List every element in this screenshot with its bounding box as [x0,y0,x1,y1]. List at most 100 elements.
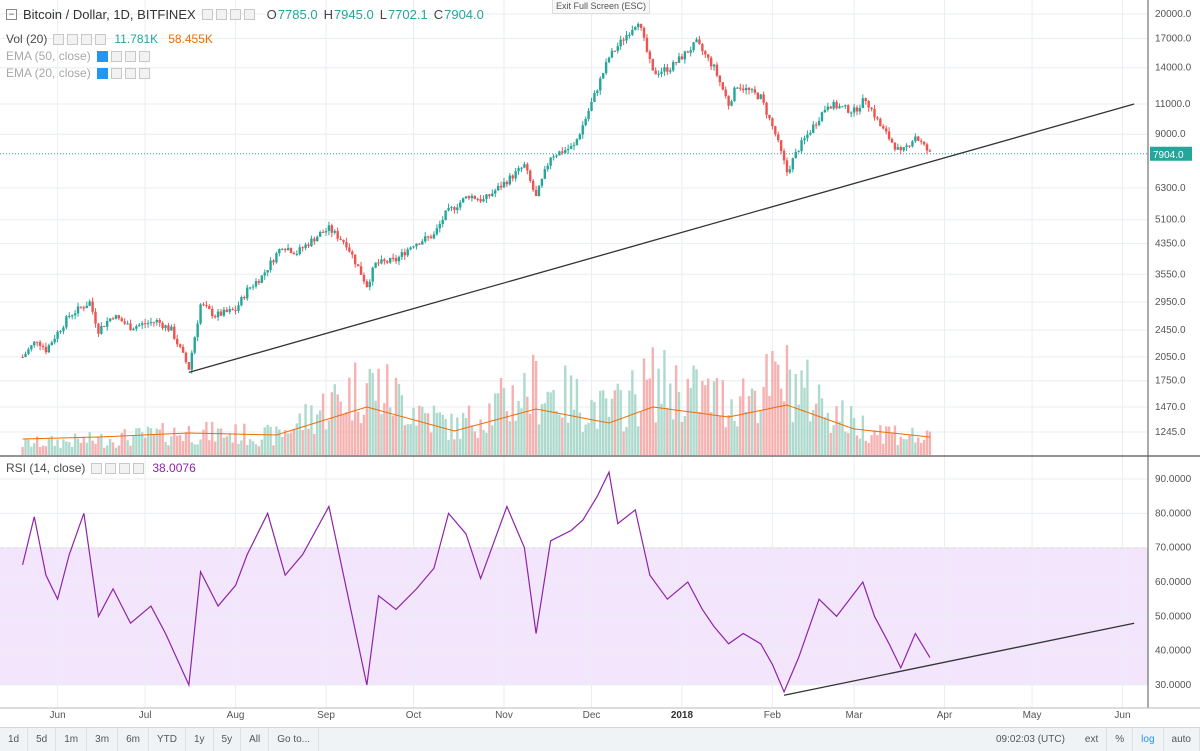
volume-bar [266,424,269,455]
percent-toggle[interactable]: % [1107,728,1134,751]
settings-icon[interactable] [67,33,79,45]
volume-bar [88,432,91,455]
volume-bar [546,391,549,455]
volume-bar [313,433,316,455]
volume-bar [371,372,374,455]
range-6m[interactable]: 6m [118,728,149,751]
candle-body [584,118,587,126]
eye-icon[interactable] [96,67,108,79]
candle-body [902,147,905,151]
range-1y[interactable]: 1y [186,728,214,751]
volume-bar [132,434,135,455]
candle-body [368,281,371,288]
volume-bar [887,426,891,455]
settings-icon[interactable] [110,67,122,79]
candle-body [566,148,570,151]
volume-bar [838,421,841,455]
candle-body [704,51,707,55]
volume-bar [158,429,161,455]
candle-body [852,107,856,113]
settings-icon[interactable] [105,462,117,474]
goto-button[interactable]: Go to... [269,728,320,751]
collapse-icon[interactable]: − [6,8,17,20]
volume-bar [514,420,517,455]
candle-body [715,64,719,76]
more-icon[interactable] [124,67,136,79]
close-icon[interactable] [138,50,150,62]
chart-canvas[interactable]: Jun Jul Aug Sep Oct Nov Dec 2018 Feb Mar Apr May Jun… [0,0,1200,728]
candle-body [82,307,86,309]
range-3m[interactable]: 3m [87,728,119,751]
volume-bar [292,428,296,455]
auto-toggle[interactable]: auto [1164,728,1200,751]
volume-bar [479,419,482,455]
eye-icon[interactable] [91,462,103,474]
more-icon[interactable] [229,8,241,20]
x-tick-label: Jul [139,710,152,721]
candle-body [304,244,307,249]
close-icon[interactable] [243,8,255,20]
candle-body [85,305,88,309]
rsi-tick-label: 40.0000 [1155,646,1192,657]
ema20-label: EMA (20, close) [6,66,91,80]
y-tick-label: 20000.0 [1155,9,1192,20]
settings-icon[interactable] [215,8,227,20]
volume-controls[interactable] [53,33,107,45]
volume-bar [62,439,65,455]
volume-bar [24,438,27,455]
close-icon[interactable] [133,462,145,474]
volume-bar [173,427,176,455]
candle-body [607,57,611,63]
ema20-controls[interactable] [96,67,150,79]
candle-body [747,87,751,90]
eye-icon[interactable] [53,33,65,45]
candle-body [213,316,217,318]
candle-body [599,78,602,91]
more-icon[interactable] [119,462,131,474]
volume-bar [619,390,622,455]
candle-body [628,34,631,36]
exit-fullscreen-button[interactable]: Exit Full Screen (ESC) [552,0,650,14]
volume-bar [146,426,150,455]
volume-bar [806,359,809,455]
candle-body [660,71,663,74]
candle-body [613,50,617,52]
ext-toggle[interactable]: ext [1077,728,1108,751]
volume-bar [847,433,850,455]
volume-bar [316,414,319,455]
volume-bar [660,403,663,455]
ema50-controls[interactable] [96,50,150,62]
volume-bar [925,430,929,455]
range-5d[interactable]: 5d [28,728,57,751]
more-icon[interactable] [124,50,136,62]
range-all[interactable]: All [241,728,270,751]
volume-bar [246,444,249,455]
log-toggle[interactable]: log [1133,728,1164,751]
range-1m[interactable]: 1m [56,728,88,751]
range-1d[interactable]: 1d [0,728,29,751]
close-icon[interactable] [95,33,107,45]
candle-body [374,262,377,268]
range-ytd[interactable]: YTD [149,728,186,751]
candle-body [234,309,237,311]
volume-bar [231,442,234,455]
volume-bar [902,438,905,455]
candle-body [56,331,59,339]
volume-bar [141,432,144,455]
settings-icon[interactable] [110,50,122,62]
volume-bar [120,432,123,455]
more-icon[interactable] [81,33,93,45]
rsi-controls[interactable] [91,462,145,474]
close-icon[interactable] [138,67,150,79]
eye-icon[interactable] [96,50,108,62]
candle-body [864,98,867,102]
candle-body [671,62,675,71]
symbol-controls[interactable] [201,8,255,20]
candle-body [225,309,229,312]
eye-icon[interactable] [201,8,213,20]
range-5y[interactable]: 5y [214,728,242,751]
volume-bar [669,383,672,455]
candle-body [429,236,433,239]
candle-body [444,210,447,221]
volume-bar [508,421,512,455]
